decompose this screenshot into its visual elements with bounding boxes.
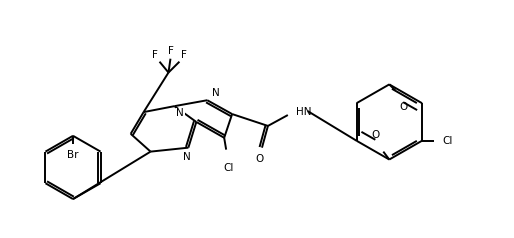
- Text: N: N: [182, 152, 190, 162]
- Text: Cl: Cl: [442, 136, 452, 146]
- Text: Cl: Cl: [223, 164, 233, 174]
- Text: F: F: [181, 50, 187, 60]
- Text: F: F: [168, 46, 173, 56]
- Text: O: O: [256, 154, 264, 164]
- Text: N: N: [212, 88, 220, 98]
- Text: N: N: [176, 108, 184, 118]
- Text: O: O: [371, 130, 379, 140]
- Text: F: F: [152, 50, 157, 60]
- Text: Br: Br: [67, 150, 79, 160]
- Text: O: O: [399, 102, 407, 112]
- Text: HN: HN: [296, 107, 311, 117]
